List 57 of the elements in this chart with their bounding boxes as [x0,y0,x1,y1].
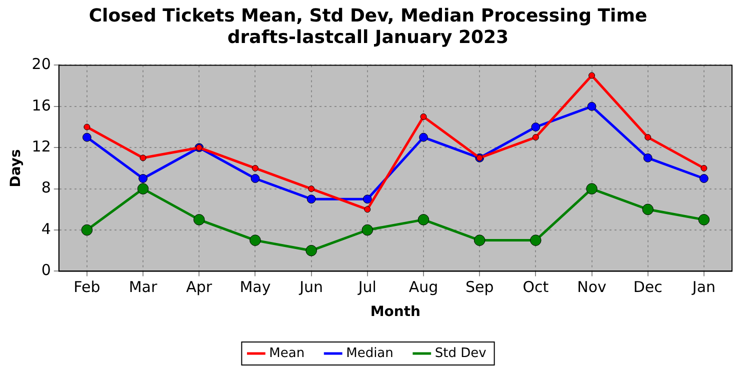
y-tick-label: 8 [41,178,51,197]
point [362,194,372,204]
point [364,206,371,213]
y-tick-label: 4 [41,220,51,238]
point [82,132,92,142]
x-tick-label: Aug [408,278,438,296]
legend-label: Std Dev [434,346,487,361]
point [306,194,316,204]
point [138,174,148,183]
point [81,224,93,236]
y-tick-label: 16 [32,96,51,114]
x-tick-label: Sep [465,278,494,296]
point [250,234,261,246]
x-tick-label: Jun [298,278,324,296]
x-tick-label: Oct [522,278,549,296]
point [137,183,149,194]
x-tick-label: Jan [691,278,716,296]
x-tick-label: Feb [74,278,100,296]
y-tick-label: 12 [32,137,51,156]
legend-label: Mean [269,346,305,361]
point [700,174,708,183]
point [698,214,710,226]
chart-title: Closed Tickets Mean, Std Dev, Median Processing Time [88,5,648,26]
point [193,214,205,226]
point [418,214,430,226]
chart-subtitle: drafts-lastcall January 2023 [227,27,509,48]
legend-label: Median [346,346,394,361]
point [419,132,428,142]
point [250,174,260,183]
y-axis-title: Days [8,149,24,188]
point [84,124,90,130]
point [532,134,539,141]
point [306,244,317,256]
x-axis-title: Month [370,304,421,320]
point [586,183,598,194]
point [140,154,146,162]
x-tick-label: Apr [186,278,213,296]
y-tick-label: 20 [32,55,51,74]
x-tick-label: Mar [128,278,158,296]
x-tick-label: May [240,278,271,296]
point [587,102,596,111]
x-tick-label: Jul [357,278,376,296]
point [531,122,540,132]
point [700,164,708,172]
point [362,224,374,236]
point [642,204,654,216]
point [252,164,258,172]
y-tick-label: 0 [41,261,51,280]
x-tick-label: Nov [577,278,607,296]
point [588,72,596,79]
point [530,234,542,246]
point [308,186,315,192]
point [644,134,652,141]
point [474,234,486,246]
x-tick-label: Dec [633,278,662,296]
point [420,113,427,120]
point [643,153,652,162]
